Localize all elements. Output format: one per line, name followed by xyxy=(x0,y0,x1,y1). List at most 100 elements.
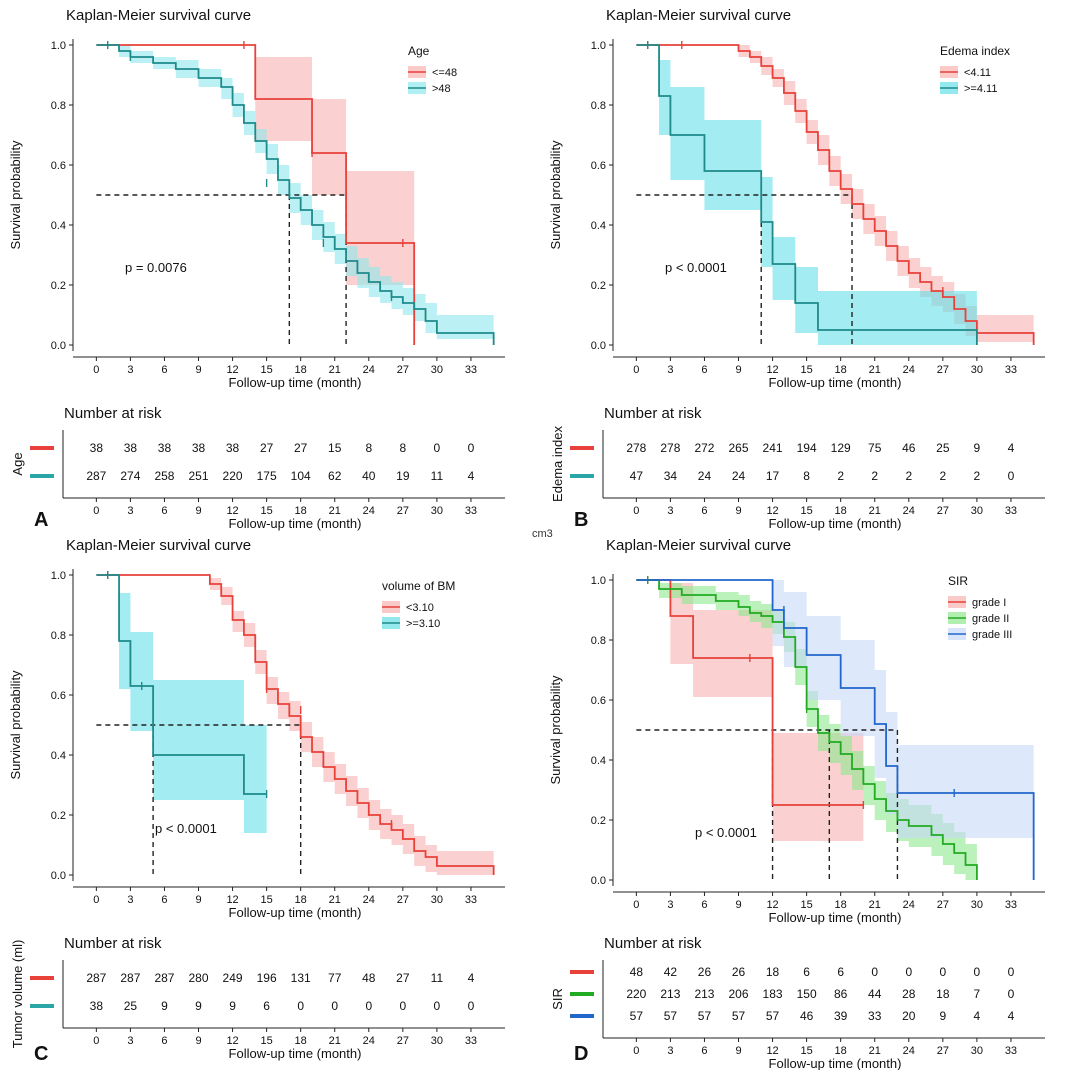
risk-count: 0 xyxy=(905,965,912,979)
risk-tick-label: 21 xyxy=(329,1035,341,1047)
risk-tick-label: 24 xyxy=(903,1045,915,1057)
p-value-label: p < 0.0001 xyxy=(665,260,727,275)
risk-count: 77 xyxy=(328,971,342,985)
y-tick-label: 1.0 xyxy=(591,575,606,587)
risk-count: 57 xyxy=(630,1009,644,1023)
x-axis-title: Follow-up time (month) xyxy=(769,375,902,390)
x-tick-label: 21 xyxy=(329,894,341,906)
y-tick-label: 0.2 xyxy=(591,815,606,827)
y-tick-label: 0.2 xyxy=(591,280,606,292)
risk-count: 40 xyxy=(362,469,376,483)
x-tick-label: 33 xyxy=(465,894,477,906)
x-tick-label: 33 xyxy=(1005,364,1017,376)
risk-count: 18 xyxy=(766,965,780,979)
risk-count: 129 xyxy=(831,441,851,455)
risk-count: 0 xyxy=(468,999,475,1013)
risk-count: 4 xyxy=(468,971,475,985)
risk-count: 27 xyxy=(260,441,274,455)
legend-item: grade III xyxy=(972,629,1012,641)
risk-count: 26 xyxy=(732,965,746,979)
x-tick-label: 33 xyxy=(1005,899,1017,911)
x-tick-label: 21 xyxy=(329,364,341,376)
risk-count: 42 xyxy=(664,965,678,979)
x-tick-label: 12 xyxy=(766,364,778,376)
x-tick-label: 15 xyxy=(800,899,812,911)
x-tick-label: 18 xyxy=(835,899,847,911)
risk-tick-label: 3 xyxy=(667,505,673,517)
y-axis-title: Survival probability xyxy=(548,675,563,785)
km-panel-d: Kaplan-Meier survival curve 0.0 0.2 0.4 0.6 0… xyxy=(548,537,1045,1070)
x-tick-label: 0 xyxy=(93,364,99,376)
risk-count: 287 xyxy=(154,971,174,985)
risk-count: 278 xyxy=(626,441,646,455)
p-value-label: p < 0.0001 xyxy=(695,825,757,840)
risk-tick-label: 12 xyxy=(226,505,238,517)
risk-tick-label: 18 xyxy=(295,1035,307,1047)
survival-curve-2 xyxy=(96,44,495,345)
risk-count: 47 xyxy=(630,469,644,483)
risk-count: 57 xyxy=(732,1009,746,1023)
x-tick-label: 24 xyxy=(363,364,375,376)
risk-count: 274 xyxy=(120,469,140,483)
risk-tick-label: 15 xyxy=(800,505,812,517)
risk-count: 183 xyxy=(763,987,783,1001)
y-tick-label: 0.8 xyxy=(591,635,606,647)
risk-count: 0 xyxy=(1008,965,1015,979)
x-axis-title: Follow-up time (month) xyxy=(229,905,362,920)
risk-tick-label: 15 xyxy=(260,505,272,517)
x-tick-label: 0 xyxy=(633,899,639,911)
risk-count: 2 xyxy=(974,469,981,483)
x-tick-label: 18 xyxy=(835,364,847,376)
risk-count: 175 xyxy=(257,469,277,483)
risk-count: 280 xyxy=(188,971,208,985)
risk-count: 8 xyxy=(365,441,372,455)
risk-tick-label: 6 xyxy=(161,505,167,517)
risk-count: 206 xyxy=(728,987,748,1001)
risk-count: 19 xyxy=(396,469,410,483)
risk-tick-label: 27 xyxy=(937,505,949,517)
risk-tick-label: 30 xyxy=(971,1045,983,1057)
panel-letter: A xyxy=(34,509,48,531)
panel-letter: D xyxy=(574,1043,588,1065)
risk-count: 6 xyxy=(803,965,810,979)
risk-count: 265 xyxy=(728,441,748,455)
risk-count: 26 xyxy=(698,965,712,979)
risk-x-title: Follow-up time (month) xyxy=(769,1056,902,1070)
risk-tick-label: 27 xyxy=(397,1035,409,1047)
risk-tick-label: 21 xyxy=(869,1045,881,1057)
risk-count: 17 xyxy=(766,469,780,483)
risk-axis-title: Age xyxy=(10,452,25,475)
risk-count: 62 xyxy=(328,469,342,483)
km-panel-a: Kaplan-Meier survival curve 0.0 0.2 0.4 0.6 0… xyxy=(8,7,505,531)
legend-item: <3.10 xyxy=(406,602,434,614)
risk-tick-label: 3 xyxy=(127,505,133,517)
risk-count: 287 xyxy=(86,469,106,483)
risk-count: 9 xyxy=(974,441,981,455)
x-tick-label: 24 xyxy=(903,899,915,911)
survival-curve-1 xyxy=(636,44,1035,345)
y-axis-title: Survival probability xyxy=(8,140,23,250)
risk-count: 28 xyxy=(902,987,916,1001)
y-tick-label: 0.4 xyxy=(51,750,66,762)
risk-count: 220 xyxy=(626,987,646,1001)
risk-count: 38 xyxy=(124,441,138,455)
chart-title: Kaplan-Meier survival curve xyxy=(606,7,791,24)
x-tick-label: 3 xyxy=(667,364,673,376)
risk-count: 38 xyxy=(90,999,104,1013)
ci-band-1 xyxy=(636,45,1034,345)
risk-count: 9 xyxy=(161,999,168,1013)
risk-count: 44 xyxy=(868,987,882,1001)
risk-count: 9 xyxy=(229,999,236,1013)
risk-tick-label: 33 xyxy=(1005,1045,1017,1057)
chart-title: Kaplan-Meier survival curve xyxy=(66,7,251,24)
panel-letter: B xyxy=(574,509,588,531)
risk-x-title: Follow-up time (month) xyxy=(769,516,902,531)
risk-count: 220 xyxy=(223,469,243,483)
risk-count: 7 xyxy=(974,987,981,1001)
legend-item: grade II xyxy=(972,613,1009,625)
risk-tick-label: 12 xyxy=(766,505,778,517)
risk-tick-label: 33 xyxy=(465,1035,477,1047)
risk-count: 38 xyxy=(192,441,206,455)
risk-count: 0 xyxy=(939,965,946,979)
